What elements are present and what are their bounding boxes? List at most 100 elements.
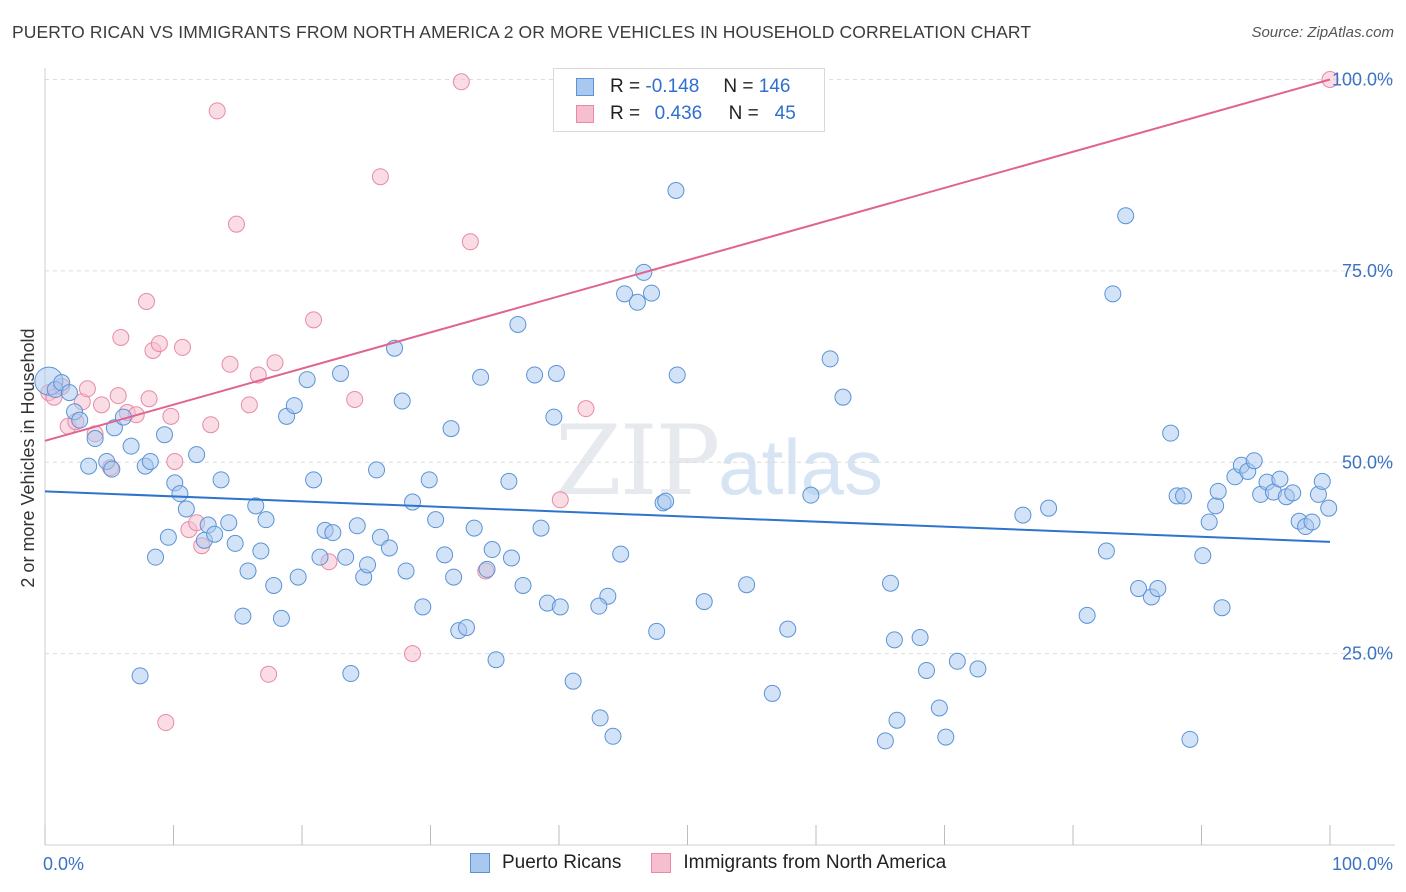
y-axis-label: 2 or more Vehicles in Household (18, 328, 38, 587)
r-value: -0.148 (645, 76, 700, 97)
blue-point (648, 622, 666, 640)
pink-points (40, 71, 1339, 732)
blue-point (420, 471, 438, 489)
blue-swatch (470, 853, 490, 873)
blue-point (779, 620, 797, 638)
blue-point (359, 556, 377, 574)
blue-point (220, 514, 238, 532)
blue-point (1097, 542, 1115, 560)
blue-point (612, 545, 630, 563)
pink-point (305, 311, 323, 329)
blue-point (226, 534, 244, 552)
blue-point (103, 460, 121, 478)
y-tick-label: 75.0% (1342, 261, 1393, 281)
r-label: R = (610, 103, 641, 124)
blue-point (526, 366, 544, 384)
pink-point (266, 354, 284, 372)
watermark-zip: ZIP (555, 405, 720, 517)
blue-point (1194, 547, 1212, 565)
blue-point (738, 576, 756, 594)
blue-point (604, 727, 622, 745)
blue-point (332, 364, 350, 382)
blue-point (311, 548, 329, 566)
blue-point (918, 661, 936, 679)
pink-point (551, 491, 569, 509)
blue-point (234, 607, 252, 625)
pink-point (112, 328, 130, 346)
blue-point (342, 665, 360, 683)
blue-point (1303, 513, 1321, 531)
stats-legend: R = -0.148 N = 146 R = 0.436 N = 45 (553, 68, 825, 132)
blue-point (404, 493, 422, 511)
blue-point (1200, 513, 1218, 531)
legend-item-puerto-ricans[interactable]: Puerto Ricans (470, 852, 621, 874)
blue-point (380, 539, 398, 557)
blue-point (1245, 452, 1263, 470)
blue-point (487, 651, 505, 669)
blue-point (1271, 470, 1289, 488)
blue-point (298, 371, 316, 389)
x-tick-label: 0.0% (43, 854, 84, 874)
blue-point (131, 667, 149, 685)
blue-point (478, 560, 496, 578)
pink-point (404, 645, 422, 663)
blue-point (802, 486, 820, 504)
y-tick-label: 25.0% (1342, 644, 1393, 664)
series-legend: Puerto Ricans Immigrants from North Amer… (470, 852, 976, 874)
n-label: N = (728, 103, 759, 124)
blue-point (60, 384, 78, 402)
chart-title: PUERTO RICAN VS IMMIGRANTS FROM NORTH AM… (12, 22, 1032, 42)
blue-point (427, 511, 445, 529)
r-value: 0.436 (654, 103, 703, 124)
blue-point (445, 568, 463, 586)
blue-point (1078, 606, 1096, 624)
blue-point (465, 519, 483, 537)
pink-point (150, 335, 168, 353)
blue-point (324, 524, 342, 542)
pink-point (221, 355, 239, 373)
blue-point (888, 711, 906, 729)
blue-point (483, 541, 501, 559)
pink-point (371, 168, 389, 186)
blue-point (1207, 497, 1225, 515)
blue-point (1313, 472, 1331, 490)
blue-point (821, 350, 839, 368)
blue-point (159, 528, 177, 546)
blue-point (393, 392, 411, 410)
blue-point (257, 511, 275, 529)
legend-item-immigrants[interactable]: Immigrants from North America (651, 852, 946, 874)
pink-point (208, 102, 226, 120)
blue-point (545, 408, 563, 426)
blue-point (472, 368, 490, 386)
blue-point (368, 461, 386, 479)
pink-point (240, 396, 258, 414)
pink-point (162, 407, 180, 425)
pink-point (93, 396, 111, 414)
blue-point (1149, 580, 1167, 598)
blue-point (551, 598, 569, 616)
blue-point (509, 315, 527, 333)
blue-point (514, 576, 532, 594)
pink-point (452, 73, 470, 91)
blue-point (1117, 207, 1135, 225)
legend-label: Puerto Ricans (502, 852, 622, 873)
blue-point (643, 284, 661, 302)
blue-point (122, 437, 140, 455)
legend-row-puerto-ricans: R = -0.148 N = 146 (576, 75, 790, 99)
blue-point (457, 619, 475, 637)
blue-point (911, 629, 929, 647)
blue-point (500, 472, 518, 490)
trend-layer (44, 78, 1331, 543)
blue-point (657, 492, 675, 510)
label-layer: 25.0% 50.0% 75.0% 100.0% 0.0% 100.0% 2 or more… (18, 70, 1393, 875)
blue-point (667, 181, 685, 199)
blue-point (1320, 499, 1338, 517)
watermark-atlas: atlas (718, 423, 883, 511)
x-tick-label: 100.0% (1332, 854, 1393, 874)
pink-point (138, 292, 156, 310)
blue-point (763, 684, 781, 702)
blue-point (80, 457, 98, 475)
n-label: N = (723, 76, 754, 97)
blue-point (177, 500, 195, 518)
n-value: 45 (774, 103, 796, 124)
